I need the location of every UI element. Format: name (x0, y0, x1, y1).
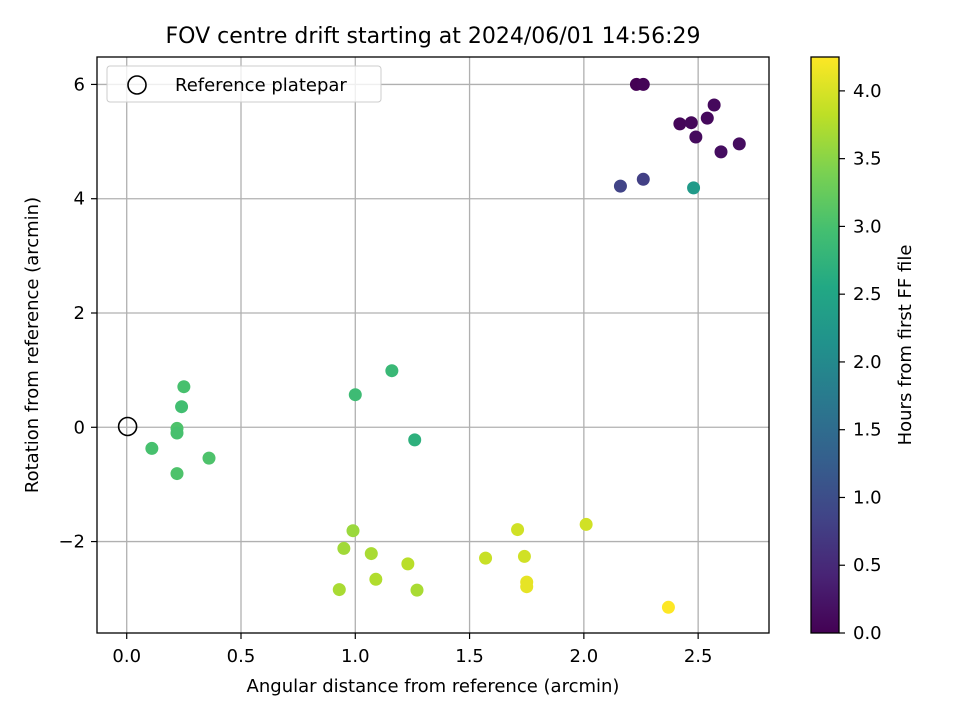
x-tick-label: 2.0 (570, 646, 599, 667)
colorbar-tick-label: 2.0 (853, 352, 882, 373)
data-point (517, 549, 531, 563)
y-tick-label: 4 (74, 189, 85, 210)
chart-title: FOV centre drift starting at 2024/06/01 … (166, 24, 701, 49)
y-axis-label: Rotation from reference (arcmin) (22, 197, 43, 493)
data-point (170, 467, 184, 481)
data-point (177, 380, 191, 394)
y-tick-label: 6 (74, 74, 85, 95)
y-tick-label: 2 (74, 303, 85, 324)
data-point (613, 179, 627, 193)
legend: Reference platepar (106, 65, 382, 103)
legend-open-circle-icon (127, 75, 147, 95)
x-axis-label: Angular distance from reference (arcmin) (247, 676, 620, 697)
data-point (332, 583, 346, 597)
data-point (170, 426, 184, 440)
data-point (364, 547, 378, 561)
data-point (687, 181, 701, 195)
data-point (520, 580, 534, 594)
y-tick-label: −2 (58, 532, 85, 553)
data-point (714, 145, 728, 159)
colorbar (810, 56, 840, 634)
data-point (684, 116, 698, 130)
x-tick-label: 1.5 (455, 646, 484, 667)
colorbar-tick-label: 0.5 (853, 555, 882, 576)
data-point (348, 388, 362, 402)
data-point (579, 517, 593, 531)
data-point (707, 98, 721, 112)
data-point (700, 111, 714, 125)
data-point (408, 433, 422, 447)
data-point (661, 600, 675, 614)
reference-platepar-marker (117, 416, 138, 437)
x-tick-label: 0.0 (112, 646, 141, 667)
data-point (401, 557, 415, 571)
colorbar-tick-label: 4.0 (853, 81, 882, 102)
colorbar-tick-label: 2.5 (853, 284, 882, 305)
data-point (479, 551, 493, 565)
x-tick-label: 1.0 (341, 646, 370, 667)
data-point (369, 572, 383, 586)
plot-frame (96, 56, 770, 634)
grid (97, 57, 769, 633)
legend-entry-label: Reference platepar (175, 75, 347, 96)
colorbar-tick-label: 3.0 (853, 216, 882, 237)
data-point (385, 364, 399, 378)
data-point (636, 172, 650, 186)
legend-box (106, 65, 382, 103)
x-tick-label: 0.5 (227, 646, 256, 667)
data-points (145, 77, 746, 614)
x-tick-label: 2.5 (684, 646, 713, 667)
x-axis-ticks: 0.0 0.5 1.0 1.5 2.0 2.5 (112, 633, 712, 667)
data-point (689, 130, 703, 144)
colorbar-ticks: 0.0 0.5 1.0 1.5 2.0 2.5 3.0 3.5 4.0 (839, 81, 882, 644)
data-point (346, 524, 360, 538)
data-point (202, 451, 216, 465)
colorbar-tick-label: 3.5 (853, 149, 882, 170)
data-point (732, 137, 746, 151)
colorbar-tick-label: 1.0 (853, 487, 882, 508)
data-point (175, 400, 189, 414)
data-point (145, 441, 159, 455)
data-point (337, 541, 351, 555)
data-point (673, 117, 687, 131)
data-point (410, 583, 424, 597)
y-axis-ticks: −2 0 2 4 6 (58, 74, 97, 553)
colorbar-label: Hours from first FF file (895, 245, 916, 446)
colorbar-tick-label: 1.5 (853, 420, 882, 441)
data-point (636, 77, 650, 91)
y-tick-label: 0 (74, 417, 85, 438)
data-point (511, 523, 525, 537)
colorbar-tick-label: 0.0 (853, 623, 882, 644)
